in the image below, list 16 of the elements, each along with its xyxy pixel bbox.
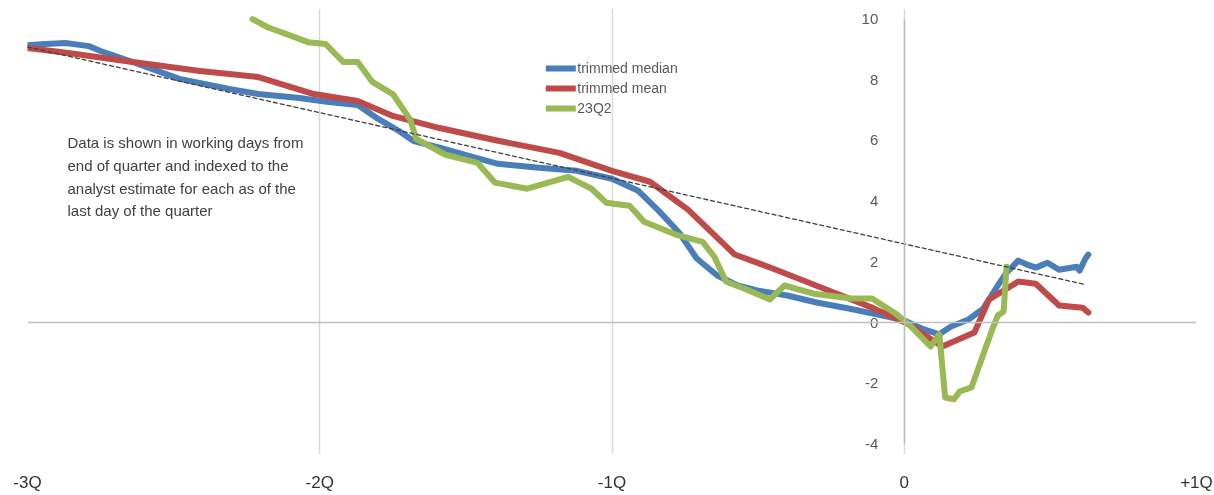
legend-label: trimmed mean [577,80,667,96]
legend-label: 23Q2 [577,100,612,116]
y-tick-label: -2 [864,374,879,392]
y-tick-label: 10 [861,10,879,28]
legend-label: trimmed median [577,60,678,76]
x-tick-label: -3Q [13,472,42,492]
x-tick-label: -2Q [305,472,334,492]
annotation: Data is shown in working days from end of quarter and indexed to the analyst estimate for each as of the last day of the quarter [67,133,304,220]
y-tick-label: 4 [869,192,879,210]
x-tick-label: 0 [899,472,909,492]
x-tick-label: +1Q [1180,472,1213,492]
y-tick-label: -4 [864,434,879,452]
y-tick-label: 8 [869,70,879,88]
x-tick-label: -1Q [597,472,627,492]
y-tick-label: 6 [869,131,879,149]
y-tick-label: 2 [869,252,879,270]
